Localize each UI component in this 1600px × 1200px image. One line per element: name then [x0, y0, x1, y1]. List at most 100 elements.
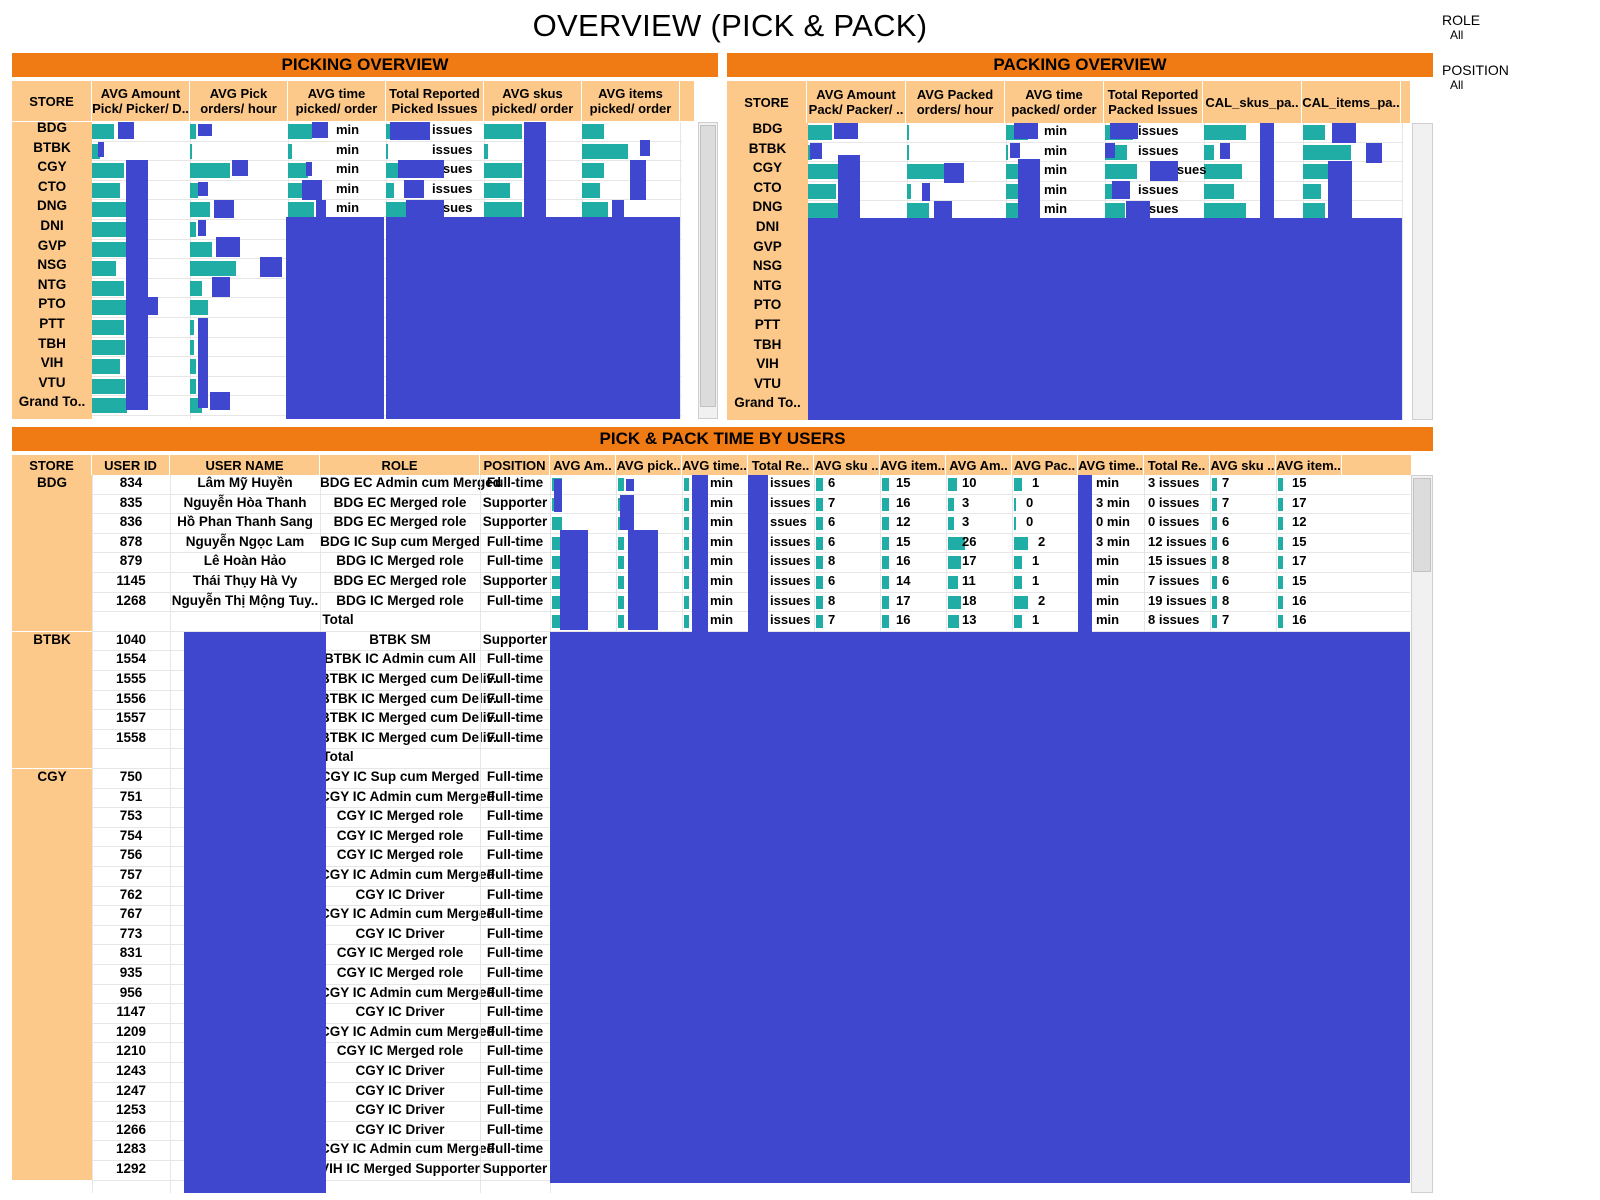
- users-scroll-thumb[interactable]: [1413, 478, 1431, 572]
- user-position: Full-time: [486, 729, 544, 745]
- picking-store-ptt: PTT: [39, 316, 65, 331]
- user-pack-sku-bar: [1212, 595, 1217, 609]
- user-pick-item: 16: [896, 553, 911, 569]
- picking-header-2[interactable]: AVG Pick orders/ hour: [190, 81, 288, 121]
- picking-issues-unit: issues: [432, 180, 473, 196]
- packing-amount-bar: [808, 203, 838, 219]
- redaction-block: [922, 183, 930, 201]
- user-role: CGY IC Admin cum Merged: [320, 867, 495, 882]
- packing-header-1[interactable]: AVG Amount Pack/ Packer/ ..: [807, 81, 906, 123]
- picking-items-bar: [582, 182, 600, 198]
- user-id: 1555: [115, 671, 147, 686]
- user-pick-amount-bar: [552, 615, 562, 629]
- packing-body: min issues min issues min issues min issues min i…: [808, 123, 1410, 420]
- user-id: 773: [119, 925, 143, 941]
- users-header-12[interactable]: AVG Pac..: [1012, 455, 1078, 475]
- redaction-block: [692, 475, 708, 632]
- picking-header-0[interactable]: STORE: [12, 81, 92, 121]
- packing-items-bar: [1303, 183, 1321, 199]
- picking-time-bar: [288, 143, 292, 159]
- picking-header-6[interactable]: AVG items picked/ order: [582, 81, 680, 121]
- user-pick-item: 15: [896, 533, 911, 549]
- user-pack-oph-bar: [1014, 536, 1028, 550]
- users-header-5[interactable]: AVG Am..: [550, 455, 616, 475]
- redaction-block: [184, 631, 326, 1193]
- user-pick-item-bar: [882, 576, 889, 589]
- users-col-divider: [616, 475, 617, 632]
- user-id: 1283: [115, 1141, 147, 1157]
- user-pack-amount: 3: [962, 514, 970, 530]
- users-header-7[interactable]: AVG time..: [682, 455, 748, 475]
- position-filter-dropdown[interactable]: All: [1450, 78, 1464, 92]
- user-pick-time-bar: [684, 595, 689, 609]
- user-pack-item-bar: [1278, 595, 1283, 609]
- picking-header-4[interactable]: Total Reported Picked Issues: [386, 81, 484, 121]
- packing-scrollbar[interactable]: [1412, 123, 1433, 420]
- users-header-3[interactable]: ROLE: [320, 455, 480, 475]
- user-pack-sku: 6: [1222, 533, 1230, 549]
- packing-time-bar: [1006, 144, 1008, 160]
- user-pick-oph-bar: [618, 615, 624, 629]
- picking-items-bar: [582, 202, 608, 218]
- picking-store-grandto: Grand To..: [18, 394, 86, 410]
- users-header-14[interactable]: Total Re..: [1144, 455, 1210, 475]
- picking-scroll-thumb[interactable]: [700, 125, 716, 407]
- users-header-10[interactable]: AVG item..: [880, 455, 946, 475]
- packing-issues-bar: [1105, 203, 1125, 219]
- picking-orders-hour-bar: [190, 241, 212, 257]
- picking-col-divider: [680, 122, 681, 419]
- user-role: CGY IC Driver: [355, 1082, 445, 1098]
- user-pack-issues: 12 issues: [1148, 533, 1207, 549]
- users-header-9[interactable]: AVG sku ..: [814, 455, 880, 475]
- user-pick-item-bar: [882, 517, 889, 531]
- user-position: Full-time: [486, 1102, 544, 1118]
- user-role: CGY IC Driver: [355, 1004, 445, 1020]
- packing-header-4[interactable]: Total Reported Packed Issues: [1104, 81, 1203, 123]
- picking-orders-hour-bar: [190, 280, 202, 296]
- packing-header-0[interactable]: STORE: [727, 81, 807, 123]
- packing-header-5[interactable]: CAL_skus_pa..: [1203, 81, 1302, 123]
- user-pack-sku-bar: [1212, 517, 1217, 531]
- packing-overview-banner: PACKING OVERVIEW: [727, 53, 1433, 77]
- user-role: CGY IC Driver: [355, 925, 445, 941]
- users-header-13[interactable]: AVG time..: [1078, 455, 1144, 475]
- users-header-1[interactable]: USER ID: [92, 455, 170, 475]
- packing-header-6[interactable]: CAL_items_pa..: [1302, 81, 1401, 123]
- user-pack-amount-bar: [948, 497, 954, 511]
- user-pack-sku-bar: [1212, 556, 1217, 570]
- picking-store-tbh: TBH: [38, 335, 66, 351]
- user-pack-oph-bar: [1014, 517, 1016, 531]
- picking-header-5[interactable]: AVG skus picked/ order: [484, 81, 582, 121]
- user-role: BTBK IC Merged cum Deliv..: [320, 671, 501, 686]
- packing-header-2[interactable]: AVG Packed orders/ hour: [906, 81, 1005, 123]
- user-pick-item-bar: [882, 556, 889, 570]
- role-filter-dropdown[interactable]: All: [1450, 28, 1464, 42]
- users-header-6[interactable]: AVG pick..: [616, 455, 682, 475]
- picking-header-1[interactable]: AVG Amount Pick/ Picker/ D..: [92, 81, 190, 121]
- redaction-block: [232, 160, 248, 176]
- users-scrollbar[interactable]: [1411, 475, 1433, 1193]
- users-header-2[interactable]: USER NAME: [170, 455, 320, 475]
- users-header-4[interactable]: POSITION: [480, 455, 550, 475]
- user-position: Full-time: [486, 925, 544, 941]
- picking-orders-hour-bar: [190, 359, 196, 375]
- users-header-11[interactable]: AVG Am..: [946, 455, 1012, 475]
- packing-store-grandto: Grand To..: [734, 395, 801, 411]
- user-role: CGY IC Merged role: [336, 808, 464, 824]
- user-role: VIH IC Merged Supporter: [320, 1161, 480, 1176]
- user-pack-item-bar: [1278, 478, 1283, 491]
- users-header-16[interactable]: AVG item..: [1276, 455, 1342, 475]
- user-pick-sku-bar: [816, 556, 823, 570]
- users-header-0[interactable]: STORE: [12, 455, 92, 475]
- user-pack-oph: 1: [1032, 573, 1040, 588]
- packing-header-3[interactable]: AVG time packed/ order: [1005, 81, 1104, 123]
- users-header-15[interactable]: AVG sku ..: [1210, 455, 1276, 475]
- users-header-8[interactable]: Total Re..: [748, 455, 814, 475]
- picking-scrollbar[interactable]: [698, 122, 718, 419]
- user-pack-oph-bar: [1014, 615, 1022, 629]
- user-role: BTBK IC Admin cum All: [323, 651, 476, 667]
- user-role: CGY IC Merged role: [336, 945, 464, 961]
- user-pick-item-bar: [882, 478, 889, 491]
- picking-issues-bar: [386, 143, 388, 159]
- picking-header-3[interactable]: AVG time picked/ order: [288, 81, 386, 121]
